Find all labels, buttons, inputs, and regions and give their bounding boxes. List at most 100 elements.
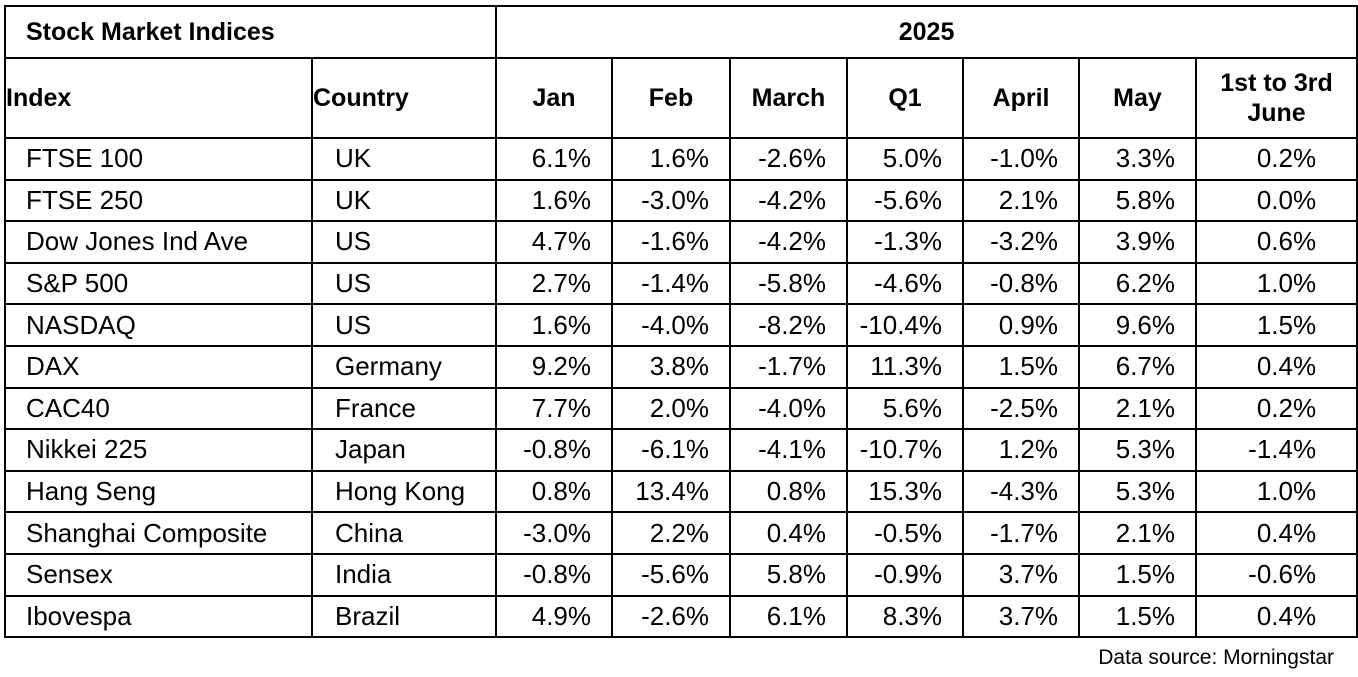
- country-cell: Japan: [311, 428, 497, 472]
- value-cell-q1: -10.4%: [846, 303, 964, 347]
- column-header-may: May: [1078, 57, 1197, 139]
- table-row: CAC40 France 7.7% 2.0% -4.0% 5.6% -2.5% 2.1% 0.2…: [4, 386, 1358, 431]
- value-cell-q1: 15.3%: [846, 469, 964, 514]
- value-cell-june: 1.0%: [1194, 261, 1358, 306]
- index-name-cell: NASDAQ: [4, 303, 313, 347]
- value-cell-june: 0.0%: [1194, 178, 1358, 223]
- index-name-cell: FTSE 250: [4, 178, 313, 223]
- value-cell-feb: 2.0%: [611, 386, 731, 431]
- column-header-q1: Q1: [846, 57, 964, 139]
- table-row: Shanghai Composite China -3.0% 2.2% 0.4% -0.5…: [4, 511, 1358, 555]
- table-row: FTSE 250 UK 1.6% -3.0% -4.2% -5.6% 2.1% 5.8% 0.0…: [4, 178, 1358, 223]
- value-cell-may: 3.9%: [1078, 220, 1197, 264]
- value-cell-march: -1.7%: [729, 344, 848, 389]
- table-row: Hang Seng Hong Kong 0.8% 13.4% 0.8% 15.3% -4.3…: [4, 469, 1358, 514]
- value-cell-april: -0.8%: [962, 261, 1080, 306]
- column-header-index: Index: [4, 57, 313, 139]
- value-cell-may: 2.1%: [1078, 386, 1197, 431]
- value-cell-june: 1.5%: [1194, 303, 1358, 347]
- column-header-march: March: [729, 57, 848, 139]
- country-cell: Hong Kong: [311, 469, 497, 514]
- value-cell-april: 3.7%: [962, 552, 1080, 597]
- value-cell-june: 0.2%: [1194, 386, 1358, 431]
- index-name-cell: DAX: [4, 344, 313, 389]
- value-cell-feb: -1.6%: [611, 220, 731, 264]
- value-cell-may: 5.8%: [1078, 178, 1197, 223]
- value-cell-march: -2.6%: [729, 137, 848, 181]
- value-cell-jan: -3.0%: [495, 511, 613, 555]
- table-body: FTSE 100 UK 6.1% 1.6% -2.6% 5.0% -1.0% 3.3% 0.2%…: [4, 137, 1358, 639]
- value-cell-april: -3.2%: [962, 220, 1080, 264]
- value-cell-june: 0.4%: [1194, 594, 1358, 639]
- value-cell-may: 6.2%: [1078, 261, 1197, 306]
- column-header-country: Country: [311, 57, 497, 139]
- column-header-feb: Feb: [611, 57, 731, 139]
- value-cell-jan: 9.2%: [495, 344, 613, 389]
- value-cell-march: -4.0%: [729, 386, 848, 431]
- country-cell: Brazil: [311, 594, 497, 639]
- value-cell-march: -4.2%: [729, 220, 848, 264]
- value-cell-may: 9.6%: [1078, 303, 1197, 347]
- value-cell-jan: 0.8%: [495, 469, 613, 514]
- value-cell-may: 5.3%: [1078, 469, 1197, 514]
- table-row: Ibovespa Brazil 4.9% -2.6% 6.1% 8.3% 3.7% 1.5% 0…: [4, 594, 1358, 639]
- value-cell-q1: -10.7%: [846, 428, 964, 472]
- index-name-cell: S&P 500: [4, 261, 313, 306]
- column-header-april: April: [962, 57, 1080, 139]
- value-cell-q1: 11.3%: [846, 344, 964, 389]
- value-cell-may: 3.3%: [1078, 137, 1197, 181]
- value-cell-march: 0.4%: [729, 511, 848, 555]
- table-row: NASDAQ US 1.6% -4.0% -8.2% -10.4% 0.9% 9.6% 1.5%: [4, 303, 1358, 347]
- value-cell-feb: 3.8%: [611, 344, 731, 389]
- value-cell-march: -4.2%: [729, 178, 848, 223]
- value-cell-april: 0.9%: [962, 303, 1080, 347]
- value-cell-june: 0.4%: [1194, 511, 1358, 555]
- table-row: DAX Germany 9.2% 3.8% -1.7% 11.3% 1.5% 6.7% 0.4%: [4, 344, 1358, 389]
- value-cell-jan: 1.6%: [495, 178, 613, 223]
- value-cell-june: 0.6%: [1194, 220, 1358, 264]
- value-cell-feb: -1.4%: [611, 261, 731, 306]
- value-cell-march: -8.2%: [729, 303, 848, 347]
- country-cell: US: [311, 303, 497, 347]
- value-cell-jan: -0.8%: [495, 552, 613, 597]
- country-cell: US: [311, 261, 497, 306]
- value-cell-march: -4.1%: [729, 428, 848, 472]
- index-name-cell: Shanghai Composite: [4, 511, 313, 555]
- index-name-cell: Dow Jones Ind Ave: [4, 220, 313, 264]
- value-cell-june: 0.4%: [1194, 344, 1358, 389]
- value-cell-q1: 5.0%: [846, 137, 964, 181]
- value-cell-april: 3.7%: [962, 594, 1080, 639]
- value-cell-jan: 7.7%: [495, 386, 613, 431]
- column-header-june: 1st to 3rd June: [1194, 57, 1358, 139]
- table-row: Sensex India -0.8% -5.6% 5.8% -0.9% 3.7% 1.5% -0…: [4, 552, 1358, 597]
- value-cell-may: 6.7%: [1078, 344, 1197, 389]
- value-cell-april: -2.5%: [962, 386, 1080, 431]
- value-cell-april: 2.1%: [962, 178, 1080, 223]
- value-cell-jan: 2.7%: [495, 261, 613, 306]
- value-cell-march: 0.8%: [729, 469, 848, 514]
- value-cell-feb: -2.6%: [611, 594, 731, 639]
- country-cell: Germany: [311, 344, 497, 389]
- value-cell-april: -1.7%: [962, 511, 1080, 555]
- index-name-cell: FTSE 100: [4, 137, 313, 181]
- value-cell-q1: 5.6%: [846, 386, 964, 431]
- value-cell-jan: 6.1%: [495, 137, 613, 181]
- value-cell-q1: 8.3%: [846, 594, 964, 639]
- value-cell-april: 1.5%: [962, 344, 1080, 389]
- value-cell-jan: 1.6%: [495, 303, 613, 347]
- index-name-cell: Hang Seng: [4, 469, 313, 514]
- value-cell-april: -1.0%: [962, 137, 1080, 181]
- value-cell-feb: 1.6%: [611, 137, 731, 181]
- column-header-row: Index Country Jan Feb March Q1 April May 1st to …: [4, 57, 1358, 139]
- country-cell: UK: [311, 178, 497, 223]
- table-row: Nikkei 225 Japan -0.8% -6.1% -4.1% -10.7% 1.2%…: [4, 428, 1358, 472]
- value-cell-feb: -3.0%: [611, 178, 731, 223]
- value-cell-jan: 4.9%: [495, 594, 613, 639]
- value-cell-june: -0.6%: [1194, 552, 1358, 597]
- value-cell-june: 0.2%: [1194, 137, 1358, 181]
- country-cell: India: [311, 552, 497, 597]
- column-header-jan: Jan: [495, 57, 613, 139]
- value-cell-q1: -0.5%: [846, 511, 964, 555]
- table-title: Stock Market Indices: [4, 5, 497, 59]
- table-row: FTSE 100 UK 6.1% 1.6% -2.6% 5.0% -1.0% 3.3% 0.2%: [4, 137, 1358, 181]
